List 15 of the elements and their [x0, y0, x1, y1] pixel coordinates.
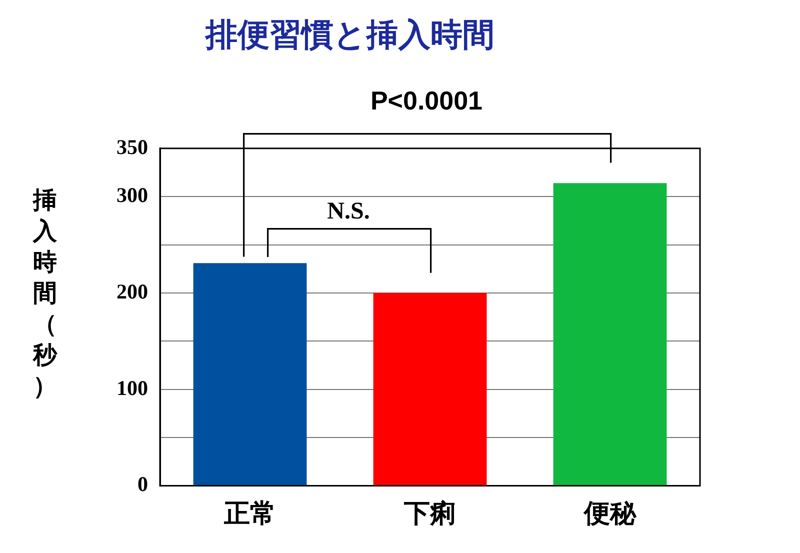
x-tick-label: 正常	[223, 499, 276, 530]
bar	[373, 293, 487, 486]
y-tick-label: 200	[116, 279, 148, 304]
annotation: N.S.	[327, 198, 370, 224]
y-tick-label: 100	[116, 376, 148, 400]
x-tick-label: 下痢	[403, 499, 456, 530]
bar	[553, 183, 667, 486]
y-axis-title: 挿入時間（秒）	[32, 185, 58, 402]
x-tick-label: 便秘	[583, 499, 637, 530]
y-tick-label: 0	[138, 472, 148, 496]
bar	[193, 263, 307, 486]
text: P<0.0001	[370, 86, 483, 116]
chart-title: 排便習慣と挿入時間	[204, 16, 494, 54]
y-tick-label: 300	[116, 183, 148, 208]
y-tick-label: 350	[116, 134, 148, 159]
